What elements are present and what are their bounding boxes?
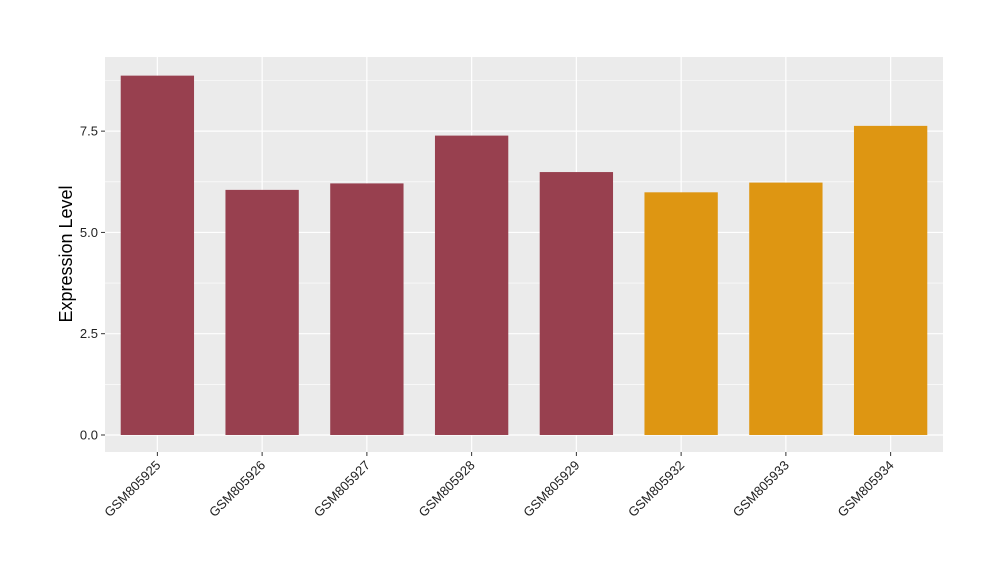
x-tick-label: GSM805934 — [835, 458, 897, 520]
y-axis-ticks: 0.0 2.5 5.0 7.5 — [80, 124, 105, 442]
bar-GSM805934 — [853, 125, 928, 435]
y-tick-label: 0.0 — [80, 427, 98, 442]
y-tick-label: 5.0 — [80, 225, 98, 240]
bar-GSM805926 — [225, 189, 299, 435]
bar-GSM805927 — [330, 183, 404, 435]
x-axis-ticks: GSM805925 GSM805926 GSM805927 GSM805928 GSM8… — [101, 452, 897, 520]
bar-GSM805933 — [749, 182, 823, 435]
y-axis-title: Expression Level — [56, 185, 76, 322]
x-tick-label: GSM805932 — [625, 458, 687, 520]
bar-GSM805932 — [644, 192, 718, 435]
y-tick-label: 7.5 — [80, 124, 98, 139]
x-tick-label: GSM805927 — [311, 458, 373, 520]
y-tick-label: 2.5 — [80, 326, 98, 341]
x-tick-label: GSM805926 — [206, 458, 268, 520]
bar-GSM805928 — [434, 135, 509, 435]
x-tick-label: GSM805928 — [416, 458, 478, 520]
x-tick-label: GSM805933 — [730, 458, 792, 520]
x-tick-label: GSM805925 — [101, 458, 163, 520]
bar-GSM805925 — [120, 75, 195, 435]
bar-GSM805929 — [539, 172, 614, 435]
x-tick-label: GSM805929 — [520, 458, 582, 520]
bars — [120, 75, 928, 435]
